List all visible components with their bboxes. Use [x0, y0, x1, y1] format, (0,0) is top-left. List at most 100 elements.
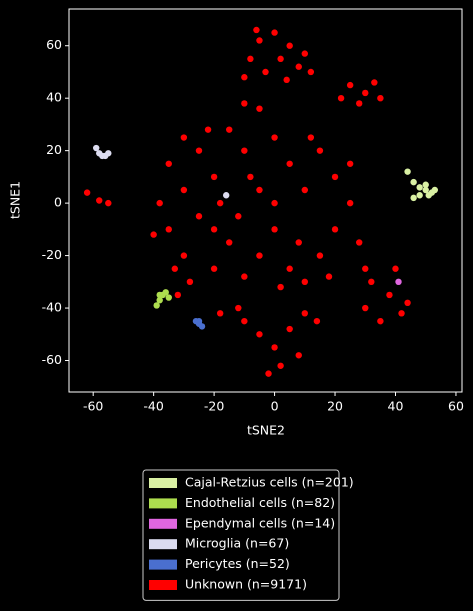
legend-label: Endothelial cells (n=82) — [185, 495, 335, 510]
point — [395, 278, 402, 286]
x-tick-label: 60 — [448, 399, 464, 414]
point — [180, 252, 188, 259]
legend-label: Unknown (n=9171) — [185, 577, 307, 592]
point — [404, 299, 411, 307]
point — [277, 362, 284, 369]
x-tick-label: 40 — [388, 399, 404, 414]
point — [316, 147, 324, 154]
point — [377, 317, 384, 325]
point — [241, 147, 248, 154]
point — [331, 226, 339, 233]
point — [226, 239, 233, 246]
point — [265, 370, 272, 377]
point — [216, 199, 224, 207]
point — [247, 173, 254, 181]
legend-label: Ependymal cells (n=14) — [185, 515, 335, 530]
legend-swatch — [149, 518, 177, 529]
y-tick-label: -60 — [42, 352, 62, 367]
point — [346, 199, 354, 207]
point — [286, 265, 293, 272]
point — [356, 239, 363, 246]
point — [241, 273, 248, 280]
point — [307, 134, 315, 141]
point — [195, 317, 203, 325]
y-tick-label: 40 — [46, 90, 62, 105]
point — [256, 186, 263, 194]
point — [153, 302, 160, 309]
point — [156, 199, 163, 207]
point — [404, 168, 411, 175]
point — [277, 283, 284, 291]
point — [171, 265, 179, 272]
point — [102, 152, 109, 160]
point — [362, 89, 369, 97]
point — [241, 74, 248, 81]
point — [195, 147, 203, 154]
point — [286, 325, 293, 333]
point — [301, 186, 308, 194]
point — [235, 213, 242, 220]
point — [283, 76, 290, 84]
point — [271, 29, 278, 36]
legend-box — [142, 469, 340, 601]
legend-swatch — [149, 498, 177, 509]
point — [241, 317, 248, 325]
point — [174, 291, 182, 299]
point — [431, 186, 438, 194]
point — [313, 317, 321, 325]
point — [277, 55, 284, 63]
point — [331, 173, 339, 181]
point — [165, 294, 172, 301]
point — [416, 184, 423, 191]
point — [410, 194, 417, 202]
point — [271, 134, 278, 141]
point — [262, 68, 269, 76]
point — [386, 291, 393, 299]
point — [210, 173, 218, 181]
point — [425, 192, 432, 199]
point — [362, 304, 369, 312]
y-tick-label: 20 — [46, 142, 62, 157]
point — [83, 189, 91, 196]
x-tick-label: 0 — [271, 399, 279, 414]
point — [256, 37, 263, 44]
point — [422, 186, 429, 194]
point — [235, 304, 242, 312]
point — [362, 265, 369, 272]
point — [422, 181, 429, 188]
point — [392, 265, 399, 272]
point — [325, 273, 333, 280]
point — [286, 42, 293, 49]
point — [256, 252, 263, 259]
legend-label: Pericytes (n=52) — [185, 556, 290, 571]
point — [198, 323, 206, 330]
legend-swatch — [149, 539, 177, 550]
point — [223, 192, 230, 199]
y-tick-label: 0 — [54, 195, 62, 210]
legend-swatch — [149, 580, 177, 590]
point — [195, 213, 203, 220]
point — [93, 144, 100, 152]
point — [253, 26, 260, 34]
point — [301, 50, 308, 57]
point — [286, 160, 293, 167]
y-axis-label: tSNE1 — [8, 181, 23, 219]
x-tick-label: -20 — [204, 399, 224, 414]
point — [346, 160, 354, 167]
point — [165, 226, 172, 233]
point — [96, 197, 103, 204]
point — [368, 278, 375, 286]
point — [210, 265, 218, 272]
x-tick-label: -60 — [83, 399, 103, 414]
point — [301, 310, 308, 317]
y-tick-label: 60 — [46, 37, 62, 52]
point — [295, 239, 302, 246]
y-tick-label: -20 — [42, 247, 62, 262]
legend-swatch — [149, 478, 177, 488]
plot-frame — [68, 8, 463, 393]
y-tick-label: -40 — [42, 300, 62, 315]
point — [256, 331, 263, 338]
point — [156, 296, 163, 304]
